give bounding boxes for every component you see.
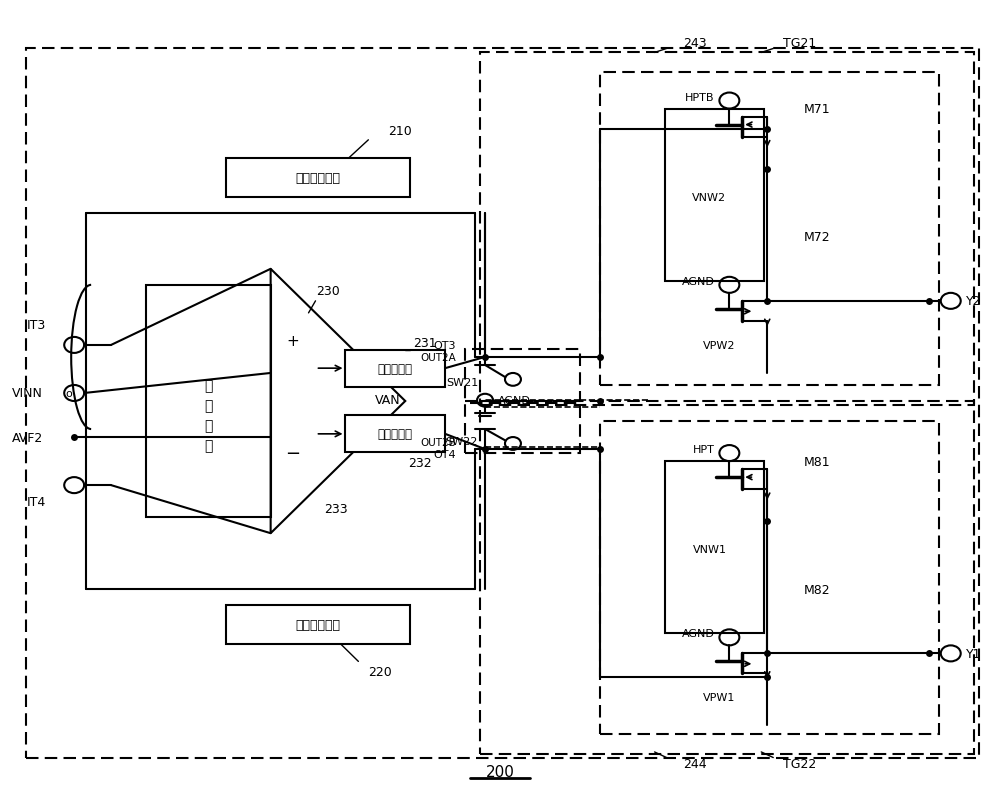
Bar: [600, 73, 939, 385]
Text: 电: 电: [204, 418, 212, 433]
Text: 第二输出级: 第二输出级: [378, 428, 413, 441]
Text: OT4: OT4: [433, 450, 456, 459]
Text: IT3: IT3: [27, 319, 46, 332]
Text: OUT2A: OUT2A: [420, 353, 456, 362]
Text: 243: 243: [683, 37, 706, 51]
Text: VNW2: VNW2: [692, 193, 726, 202]
Text: Y1: Y1: [966, 647, 981, 660]
Text: M81: M81: [804, 455, 831, 468]
Text: Y2: Y2: [966, 295, 981, 308]
Text: VPW2: VPW2: [703, 340, 736, 350]
Text: SW21: SW21: [446, 377, 478, 387]
Text: AGND: AGND: [498, 396, 531, 406]
Text: 200: 200: [486, 764, 514, 779]
Text: +: +: [286, 334, 299, 349]
Text: 第一开关电路: 第一开关电路: [296, 172, 341, 185]
Text: 244: 244: [683, 756, 706, 770]
Bar: [480, 54, 974, 406]
Text: 233: 233: [324, 502, 347, 516]
Text: M72: M72: [804, 231, 831, 244]
Bar: [226, 159, 410, 198]
Text: AVF2: AVF2: [12, 431, 43, 444]
Text: −: −: [285, 445, 300, 463]
Text: 级: 级: [204, 398, 212, 413]
Text: 第一输出级: 第一输出级: [378, 362, 413, 375]
Text: VPW1: VPW1: [703, 693, 736, 703]
Text: 232: 232: [408, 457, 432, 470]
Bar: [345, 350, 445, 387]
Text: HPT: HPT: [693, 445, 714, 454]
Bar: [480, 402, 974, 753]
Bar: [465, 404, 580, 454]
Text: 210: 210: [388, 124, 412, 137]
Text: AGND: AGND: [682, 629, 714, 638]
Text: VNW1: VNW1: [692, 544, 726, 555]
Bar: [665, 462, 764, 634]
Text: AGND: AGND: [682, 276, 714, 287]
Text: 第二开关电路: 第二开关电路: [296, 618, 341, 631]
Text: VINN: VINN: [12, 387, 43, 400]
Text: HPTB: HPTB: [685, 92, 714, 103]
Bar: [345, 416, 445, 453]
Text: M82: M82: [804, 583, 831, 596]
Text: VAN: VAN: [375, 393, 401, 406]
Text: 230: 230: [317, 284, 340, 298]
Text: OUT2B: OUT2B: [420, 438, 456, 447]
Text: M71: M71: [804, 103, 831, 116]
Text: 220: 220: [368, 665, 392, 678]
Bar: [146, 286, 271, 517]
Text: 前: 前: [204, 378, 212, 393]
Bar: [26, 50, 979, 757]
Text: SW22: SW22: [446, 437, 478, 446]
Bar: [226, 605, 410, 644]
Text: TG22: TG22: [783, 756, 816, 770]
Text: TG21: TG21: [783, 37, 816, 51]
Text: OT3: OT3: [434, 340, 456, 350]
Text: 路: 路: [204, 438, 212, 453]
Bar: [600, 422, 939, 734]
Text: 231: 231: [413, 336, 437, 349]
Bar: [465, 349, 580, 402]
Bar: [665, 109, 764, 282]
Text: IT4: IT4: [27, 495, 46, 508]
Text: o: o: [65, 389, 72, 398]
